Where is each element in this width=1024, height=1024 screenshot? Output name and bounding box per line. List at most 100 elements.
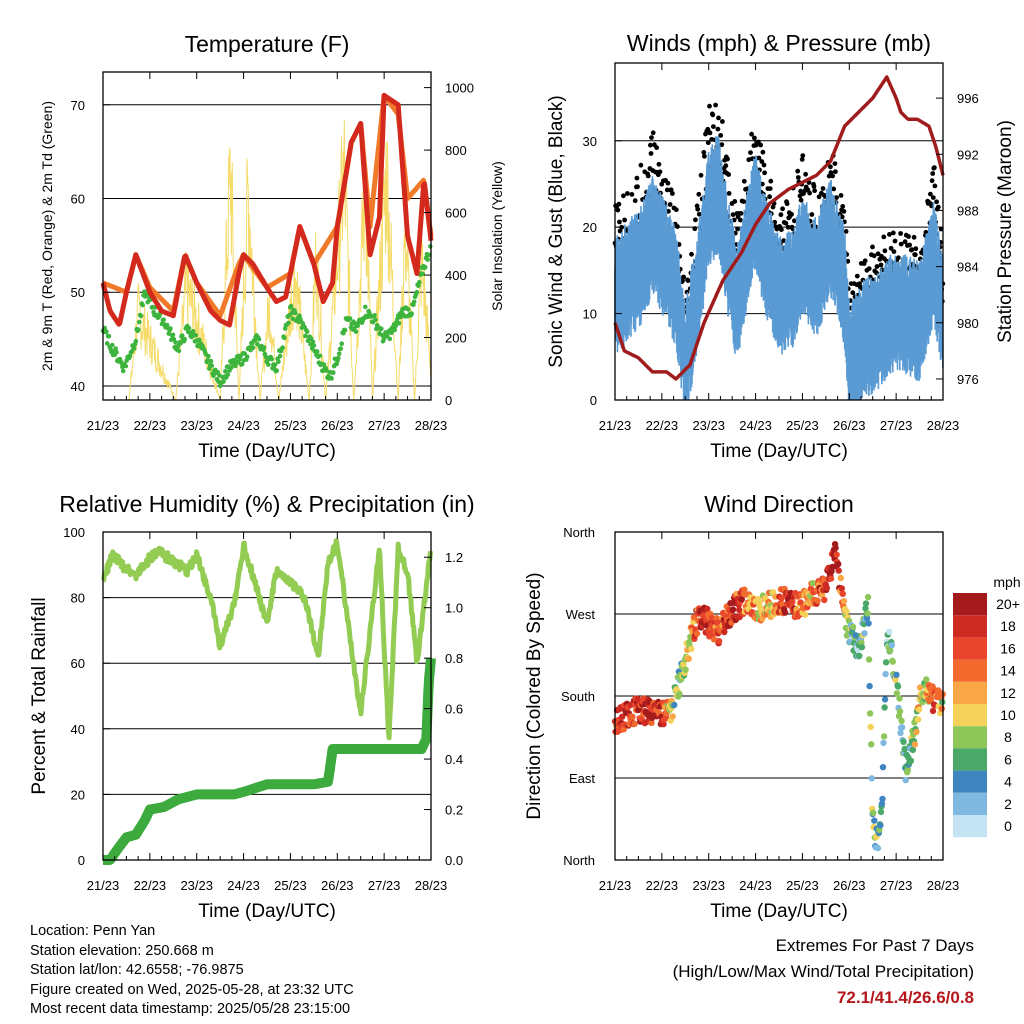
dewpoint-point	[127, 353, 133, 359]
dewpoint-point	[233, 363, 238, 369]
dewpoint-point	[280, 345, 286, 350]
colorbar-unit: mph	[993, 574, 1020, 590]
dewpoint-point	[136, 327, 141, 332]
gust-point	[888, 245, 894, 251]
chart3-xtick-label: 21/23	[87, 878, 120, 893]
dewpoint-point	[256, 336, 262, 342]
direction-point	[898, 717, 905, 725]
gust-point	[779, 227, 784, 233]
chart2-plot-area	[612, 75, 946, 400]
chart1-y2tick-label: 0	[445, 393, 452, 408]
direction-point	[882, 659, 890, 666]
gust-point	[635, 184, 640, 190]
direction-point	[862, 605, 869, 612]
dewpoint-point	[342, 327, 348, 333]
gust-point	[698, 172, 704, 178]
direction-point	[897, 729, 904, 737]
colorbar-label: 16	[1000, 640, 1016, 656]
gust-point	[648, 142, 653, 148]
gust-point	[732, 199, 738, 204]
gust-point	[783, 220, 789, 226]
gust-point	[616, 201, 622, 207]
gust-point	[625, 191, 630, 196]
dewpoint-point	[120, 368, 126, 374]
chart1-y2tick-label: 200	[445, 331, 467, 346]
dewpoint-point	[347, 316, 353, 321]
dewpoint-point	[288, 303, 294, 309]
direction-point	[881, 696, 889, 703]
chart2-ytick-label: 10	[583, 307, 597, 322]
chart4-xtick-label: 25/23	[786, 878, 819, 893]
gust-point	[710, 112, 716, 118]
chart1-xtick-label: 28/23	[415, 418, 448, 433]
colorbar-swatch	[953, 815, 987, 838]
gust-point	[840, 204, 846, 209]
chart3-y2tick-label: 0.2	[445, 803, 463, 818]
gust-point	[874, 264, 880, 269]
gust-point	[938, 226, 944, 232]
chart3-y2tick-label: 0.6	[445, 702, 463, 717]
gust-point	[909, 247, 915, 253]
direction-point	[741, 586, 748, 593]
gust-point	[890, 230, 896, 236]
gust-point	[693, 217, 698, 223]
gust-point	[820, 186, 826, 191]
dewpoint-point	[133, 338, 139, 344]
gust-point	[761, 162, 767, 168]
gust-point	[629, 192, 635, 197]
extremes-values: 72.1/41.4/26.6/0.8	[836, 988, 974, 1007]
direction-point	[849, 623, 857, 631]
colorbar-swatch	[953, 726, 987, 749]
dewpoint-point	[182, 336, 188, 342]
extremes-subtitle: (High/Low/Max Wind/Total Precipitation)	[672, 962, 974, 981]
dewpoint-point	[392, 327, 398, 333]
gust-point	[657, 169, 663, 175]
gust-point	[887, 232, 892, 237]
dewpoint-point	[168, 326, 173, 331]
dewpoint-point	[373, 317, 378, 323]
chart1-ytick-label: 70	[71, 98, 85, 113]
direction-point	[809, 580, 817, 587]
chart1-y2tick-label: 400	[445, 268, 467, 283]
gust-point	[701, 150, 707, 155]
gust-point	[689, 251, 694, 257]
dewpoint-point	[304, 329, 310, 335]
chart4-xtick-label: 27/23	[880, 878, 913, 893]
gust-point	[866, 266, 872, 271]
dewpoint-point	[173, 340, 178, 345]
chart3-ytick-label: 80	[71, 591, 85, 606]
direction-point	[923, 676, 930, 683]
chart2-ytick-label: 30	[583, 134, 597, 149]
dewpoint-point	[331, 370, 336, 375]
dewpoint-point	[277, 353, 283, 359]
gust-point	[930, 171, 936, 176]
direction-point	[879, 795, 886, 803]
direction-point	[821, 596, 828, 604]
gust-point	[798, 197, 804, 203]
direction-point	[882, 670, 889, 678]
chart4-plot-area	[611, 541, 946, 852]
direction-point	[864, 610, 871, 617]
chart2-xtick-label: 23/23	[692, 418, 725, 433]
chart4-ylabel: Direction (Colored By Speed)	[524, 572, 545, 819]
chart2-y2tick-label: 976	[957, 372, 979, 387]
chart1-xtick-label: 27/23	[368, 418, 401, 433]
gust-point	[875, 251, 881, 257]
colorbar-label: 0	[1004, 818, 1012, 834]
dewpoint-point	[186, 325, 192, 331]
gust-point	[913, 246, 919, 252]
gust-point	[770, 204, 776, 210]
chart4-xtick-label: 23/23	[692, 878, 725, 893]
chart1-y2tick-label: 600	[445, 206, 467, 221]
direction-point	[685, 655, 692, 662]
gust-point	[768, 178, 774, 184]
dewpoint-point	[170, 332, 176, 338]
chart3-xtick-label: 23/23	[180, 878, 213, 893]
dewpoint-point	[317, 353, 323, 359]
colorbar-label: 6	[1004, 751, 1012, 767]
direction-point	[870, 809, 877, 816]
gust-point	[896, 255, 901, 261]
direction-point	[904, 766, 911, 774]
gust-point	[878, 262, 884, 268]
